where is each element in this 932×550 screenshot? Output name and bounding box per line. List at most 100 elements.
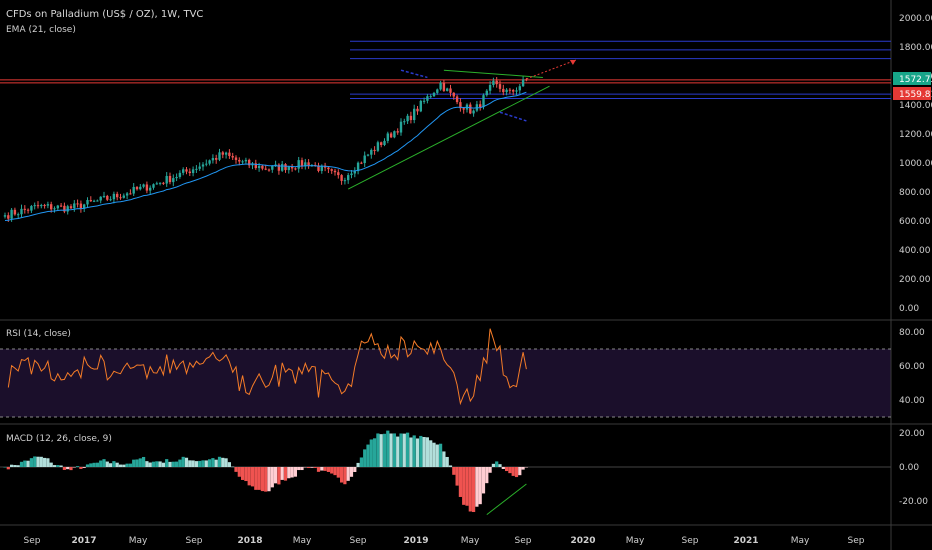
macd-bar (290, 467, 294, 478)
time-tick-label: May (293, 536, 312, 546)
macd-legend: MACD (12, 26, close, 9) (6, 434, 112, 444)
candle-body (419, 100, 422, 112)
macd-tick-label: 0.00 (899, 463, 919, 473)
candle-body (307, 162, 310, 167)
macd-bar (221, 457, 225, 467)
macd-bar (392, 433, 396, 467)
candle-body (244, 159, 248, 162)
macd-bar (307, 467, 311, 469)
resistance-trendline (443, 69, 543, 78)
macd-bar (39, 456, 43, 467)
candle-body (142, 184, 145, 187)
macd-bar (406, 432, 410, 467)
candle-body (508, 89, 512, 91)
macd-bar (92, 462, 96, 467)
candle-body (158, 182, 162, 184)
time-tick-label: May (626, 536, 645, 546)
candle-body (66, 206, 69, 212)
candle-body (343, 180, 347, 182)
candle-body (386, 133, 389, 141)
price-tick-label: 1200.00 (899, 130, 932, 140)
candle-body (116, 193, 119, 198)
candle-body (59, 205, 63, 207)
candle-body (139, 186, 142, 190)
candle-body (281, 164, 284, 171)
candle-body (211, 158, 215, 161)
macd-bar (132, 459, 136, 467)
macd-bar (128, 463, 132, 467)
price-tick-label: 1000.00 (899, 159, 932, 169)
macd-bar (194, 461, 198, 467)
candle-body (254, 163, 257, 169)
candle-body (257, 165, 261, 169)
price-tick-label: 600.00 (899, 217, 931, 227)
macd-bar (231, 466, 235, 468)
macd-bar (326, 467, 330, 472)
macd-bar (297, 467, 301, 471)
macd-bar (386, 430, 390, 467)
candle-body (462, 108, 465, 110)
candle-body (320, 165, 323, 171)
candle-body (241, 161, 244, 163)
rsi-tick-label: 40.00 (899, 396, 925, 406)
candle-body (102, 195, 106, 197)
macd-bar (514, 467, 519, 478)
candle-body (89, 200, 92, 202)
macd-bar (458, 467, 462, 497)
candle-body (482, 95, 485, 108)
macd-bar (481, 467, 486, 494)
candle-body (178, 172, 182, 177)
time-tick-label: Sep (186, 536, 203, 546)
macd-bar (181, 456, 185, 467)
macd-bar (204, 460, 208, 467)
macd-bar (409, 437, 413, 467)
macd-bar (396, 436, 400, 467)
macd-bar (313, 467, 317, 468)
candle-body (521, 79, 525, 87)
macd-bar (142, 456, 146, 467)
candle-body (96, 200, 99, 202)
candle-body (389, 133, 393, 138)
candle-body (215, 158, 218, 160)
last-price-badge-text: 1572.75 (899, 75, 932, 85)
macd-bar (184, 457, 189, 467)
candle-body (512, 90, 515, 92)
macd-bar (363, 449, 367, 467)
candle-body (3, 215, 7, 217)
macd-divergence-line (486, 483, 527, 515)
candle-body (317, 165, 320, 171)
macd-bar (69, 467, 73, 471)
rsi-band-fill (0, 349, 891, 417)
trend-lines[interactable] (347, 59, 577, 190)
candle-body (23, 208, 26, 210)
candle-body (376, 142, 380, 151)
candle-body (264, 168, 267, 170)
macd-bar (254, 467, 258, 490)
candle-body (122, 195, 125, 198)
candle-body (129, 193, 132, 195)
macd-bar (462, 467, 466, 505)
support-trendline (347, 85, 550, 190)
macd-bar (323, 467, 327, 471)
candle-body (436, 89, 439, 93)
candle-body (327, 167, 330, 170)
candle-body (399, 121, 403, 133)
candle-body (277, 164, 281, 171)
macd-bar (158, 461, 162, 467)
candle-body (353, 171, 356, 174)
candle-body (228, 152, 231, 157)
macd-bar (333, 467, 337, 476)
candle-body (294, 168, 297, 170)
macd-bar (59, 465, 63, 467)
blue-dashed-upper (400, 69, 428, 79)
candle-body (416, 108, 419, 112)
macd-bar (293, 467, 297, 477)
candle-body (234, 157, 238, 160)
macd-bar (369, 439, 373, 467)
macd-bar (102, 459, 106, 467)
candle-body (50, 204, 53, 210)
macd-bar (56, 465, 60, 467)
time-tick-label: 2018 (237, 536, 262, 546)
macd-bar (145, 461, 149, 467)
